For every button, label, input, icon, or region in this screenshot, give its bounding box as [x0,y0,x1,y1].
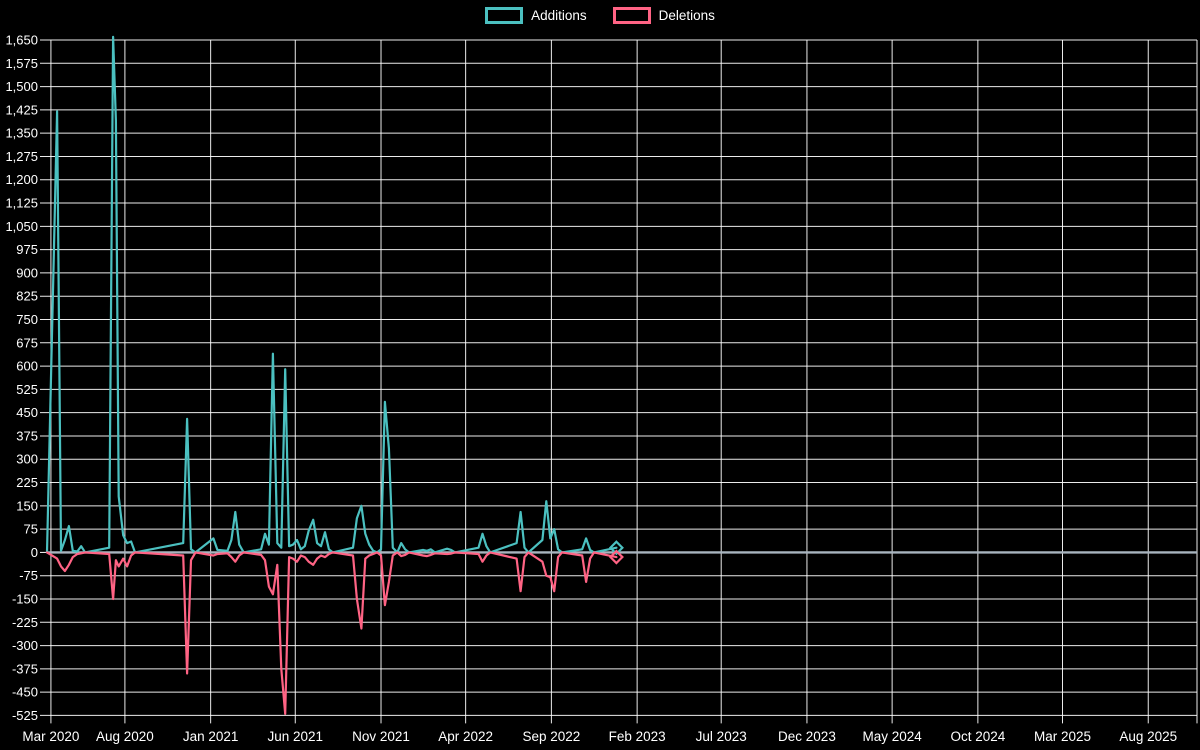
deletions-swatch-icon [612,7,651,24]
deletions-end-marker-icon [608,549,624,565]
x-tick-label: Apr 2022 [438,729,493,744]
y-tick-label: -450 [12,685,38,700]
legend-item-deletions[interactable]: Deletions [612,7,715,24]
y-tick-label: 1,125 [5,196,38,211]
x-tick-label: May 2024 [862,729,922,744]
x-tick-label: Mar 2025 [1034,729,1091,744]
y-tick-label: 750 [16,312,38,327]
y-tick-label: 1,350 [5,126,38,141]
x-tick-label: Aug 2025 [1119,729,1177,744]
y-tick-label: 1,275 [5,149,38,164]
additions-swatch-icon [485,7,524,24]
x-tick-label: Nov 2021 [352,729,410,744]
y-tick-label: 375 [16,428,38,443]
y-tick-label: 900 [16,265,38,280]
x-tick-label: Jan 2021 [183,729,239,744]
y-tick-label: 225 [16,475,38,490]
y-gridlines [40,39,1197,716]
y-tick-label: 525 [16,382,38,397]
y-tick-label: 600 [16,359,38,374]
y-tick-label: 675 [16,335,38,350]
x-tick-label: Mar 2020 [22,729,79,744]
x-tick-label: Feb 2023 [609,729,666,744]
y-tick-label: -75 [19,568,38,583]
y-tick-label: 150 [16,498,38,513]
y-tick-label: 75 [24,522,38,537]
x-tick-label: Sep 2022 [522,729,580,744]
y-tick-label: 300 [16,452,38,467]
additions-line [45,35,618,554]
x-tick-label: Dec 2023 [778,729,836,744]
y-tick-label: -375 [12,661,38,676]
x-axis-labels: Mar 2020 Aug 2020 Jan 2021 Jun 2021 Nov 2021… [22,729,1177,744]
y-tick-label: -150 [12,591,38,606]
legend-item-additions[interactable]: Additions [485,7,587,24]
x-tick-label: Oct 2024 [950,729,1005,744]
y-tick-label: 1,425 [5,102,38,117]
y-tick-label: 1,050 [5,219,38,234]
x-tick-label: Jul 2023 [696,729,747,744]
y-tick-label: 1,650 [5,33,38,48]
y-tick-label: -300 [12,638,38,653]
x-tick-label: Aug 2020 [96,729,154,744]
y-tick-label: 450 [16,405,38,420]
legend-label-additions: Additions [531,7,587,23]
x-tick-label: Jun 2021 [267,729,323,744]
y-tick-label: 825 [16,289,38,304]
y-axis-labels: 1,650 1,575 1,500 1,425 1,350 1,275 1,200 1,125… [5,33,38,723]
legend-label-deletions: Deletions [658,7,715,23]
y-tick-label: 1,500 [5,79,38,94]
additions-end-marker-icon [608,540,624,556]
y-tick-label: 1,200 [5,172,38,187]
y-tick-label: 1,575 [5,56,38,71]
chart-legend: Additions Deletions [0,7,1200,24]
y-tick-label: -525 [12,708,38,723]
x-gridlines [50,40,1198,724]
y-tick-label: 0 [31,545,38,560]
y-tick-label: 975 [16,242,38,257]
y-tick-label: -225 [12,615,38,630]
deletions-line [45,551,618,715]
